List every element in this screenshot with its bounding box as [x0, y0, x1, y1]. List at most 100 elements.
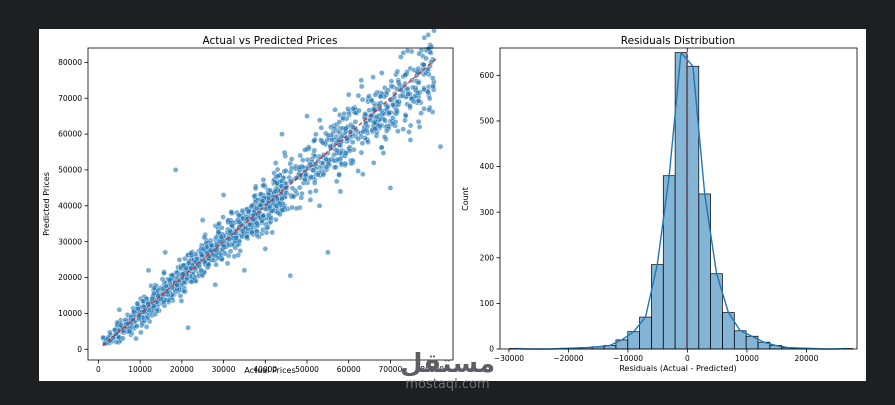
scatter-point — [107, 329, 113, 336]
scatter-point — [207, 247, 214, 254]
scatter-title: Actual vs Predicted Prices — [203, 35, 338, 47]
scatter-point — [185, 324, 191, 331]
scatter-point — [289, 204, 295, 211]
scatter-point — [187, 250, 194, 257]
scatter-xtick-label: 70000 — [378, 365, 402, 374]
scatter-xtick-label: 40000 — [253, 365, 277, 374]
histogram-bars — [508, 52, 854, 350]
scatter-point — [277, 211, 283, 218]
scatter-point — [297, 152, 304, 159]
scatter-point — [316, 203, 323, 209]
scatter-point — [394, 108, 400, 115]
scatter-point — [394, 86, 400, 92]
scatter-point — [251, 193, 257, 199]
scatter-point — [130, 308, 137, 315]
histogram-xtick-label: −30000 — [494, 354, 524, 363]
scatter-point — [296, 184, 303, 191]
scatter-point — [395, 128, 401, 134]
scatter-point — [394, 98, 400, 105]
scatter-point — [415, 80, 422, 86]
scatter-point — [421, 106, 427, 112]
scatter-point — [350, 124, 356, 130]
scatter-point — [216, 220, 222, 227]
scatter-point — [325, 132, 331, 138]
scatter-point — [381, 116, 388, 123]
scatter-point — [177, 293, 184, 299]
scatter-point — [342, 150, 349, 156]
scatter-point — [319, 140, 326, 146]
scatter-panel: Actual vs Predicted Prices 0 10000 20000 30… — [42, 29, 454, 375]
scatter-point — [304, 157, 311, 163]
scatter-point — [407, 122, 414, 129]
scatter-point — [345, 106, 351, 112]
watermark-arabic: مستقل — [399, 349, 496, 379]
scatter-point — [166, 277, 173, 283]
histogram-ylabel: Count — [461, 187, 470, 211]
scatter-point — [332, 164, 338, 171]
scatter-point — [272, 160, 279, 166]
scatter-point — [227, 248, 234, 255]
scatter-point — [313, 188, 319, 194]
scatter-point — [260, 182, 266, 189]
scatter-point — [112, 327, 118, 333]
scatter-point — [199, 217, 206, 223]
scatter-xtick-label: 0 — [96, 365, 101, 374]
charts-svg: Actual vs Predicted Prices 0 10000 20000 30… — [42, 29, 858, 375]
histogram-xtick-label: −20000 — [553, 354, 583, 363]
histogram-xtick-label: 20000 — [794, 354, 818, 363]
scatter-point — [300, 157, 306, 163]
scatter-point — [318, 125, 325, 131]
scatter-point — [252, 185, 259, 192]
scatter-point — [178, 298, 185, 304]
scatter-point — [274, 166, 281, 173]
scatter-point — [315, 171, 321, 178]
scatter-point — [138, 322, 145, 329]
scatter-point — [394, 68, 401, 75]
scatter-point — [249, 229, 255, 235]
scatter-point — [302, 147, 308, 153]
scatter-point — [260, 177, 267, 183]
scatter-point — [423, 55, 429, 62]
scatter-point — [236, 219, 243, 225]
scatter-point — [239, 207, 246, 214]
scatter-point — [370, 160, 377, 166]
histogram-ytick-label: 300 — [480, 208, 495, 217]
scatter-point — [308, 174, 314, 180]
scatter-point — [200, 246, 207, 252]
scatter-xlabel: Actual Prices — [244, 366, 295, 375]
scatter-point — [220, 214, 226, 220]
watermark: مستقل mostaql.com — [0, 350, 895, 392]
scatter-point — [362, 111, 368, 117]
scatter-point — [250, 216, 257, 223]
scatter-point — [263, 229, 270, 236]
scatter-point — [425, 32, 431, 38]
scatter-point — [338, 160, 345, 167]
scatter-point — [415, 65, 422, 72]
scatter-point — [347, 147, 353, 154]
scatter-point — [281, 149, 288, 156]
scatter-point — [176, 257, 183, 263]
histogram-ytick-label: 0 — [489, 345, 494, 354]
scatter-point — [387, 185, 394, 191]
scatter-ylabel: Predicted Prices — [42, 172, 51, 236]
scatter-point — [274, 180, 280, 187]
scatter-point — [381, 134, 388, 140]
scatter-point — [249, 202, 256, 209]
scatter-point — [331, 125, 338, 132]
scatter-point — [366, 107, 372, 113]
scatter-point — [126, 328, 133, 334]
scatter-xtick-label: 60000 — [337, 365, 361, 374]
scatter-point — [231, 253, 238, 260]
scatter-point — [399, 93, 406, 99]
scatter-point — [360, 128, 366, 135]
scatter-ytick-label: 0 — [77, 345, 82, 354]
scatter-ytick-label: 80000 — [58, 58, 82, 67]
histogram-frame — [499, 47, 858, 350]
scatter-point — [149, 296, 155, 302]
scatter-point — [172, 167, 179, 173]
scatter-point — [334, 147, 341, 154]
scatter-point — [421, 34, 428, 41]
scatter-point — [304, 113, 310, 119]
scatter-point — [169, 284, 175, 291]
scatter-point — [426, 107, 432, 113]
